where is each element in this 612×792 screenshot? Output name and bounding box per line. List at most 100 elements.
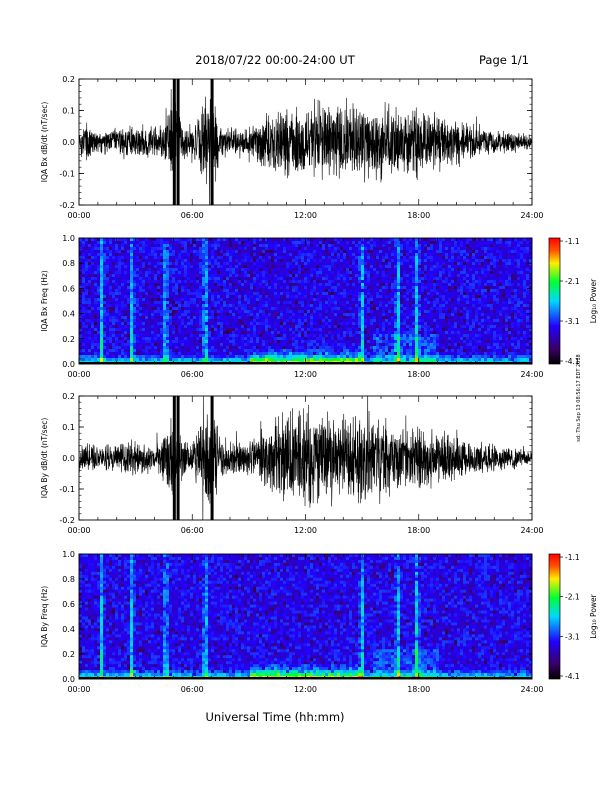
spectrogram-cell <box>271 331 275 335</box>
spectrogram-cell <box>340 319 344 323</box>
spectrogram-cell <box>112 286 116 290</box>
spectrogram-cell <box>178 262 182 266</box>
spectrogram-cell <box>223 298 227 302</box>
spectrogram-cell <box>304 292 308 296</box>
spectrogram-cell <box>286 325 290 329</box>
spectrogram-cell <box>118 280 122 284</box>
spectrogram-cell <box>223 271 227 275</box>
spectrogram-cell <box>403 268 407 272</box>
spectrogram-cell <box>157 253 161 257</box>
spectrogram-cell <box>100 346 104 350</box>
spectrogram-cell <box>337 277 341 281</box>
spectrogram-cell <box>409 274 413 278</box>
spectrogram-cell <box>235 343 239 347</box>
spectrogram-cell <box>247 343 251 347</box>
spectrogram-cell <box>160 298 164 302</box>
spectrogram-cell <box>301 343 305 347</box>
spectrogram-cell <box>196 322 200 326</box>
spectrogram-cell <box>217 310 221 314</box>
spectrogram-cell <box>256 271 260 275</box>
spectrogram-cell <box>157 256 161 260</box>
spectrogram-cell <box>127 238 131 242</box>
spectrogram-cell <box>208 277 212 281</box>
spectrogram-cell <box>316 277 320 281</box>
spectrogram-cell <box>181 310 185 314</box>
spectrogram-cell <box>184 334 188 338</box>
spectrogram-cell <box>412 325 416 329</box>
spectrogram-cell <box>322 265 326 269</box>
spectrogram-cell <box>157 283 161 287</box>
spectrogram-cell <box>298 355 302 359</box>
spectrogram-cell <box>277 310 281 314</box>
spectrogram-cell <box>379 301 383 305</box>
spectrogram-cell <box>331 319 335 323</box>
spectrogram-cell <box>373 298 377 302</box>
spectrogram-cell <box>199 286 203 290</box>
spectrogram-cell <box>88 340 92 344</box>
spectrogram-cell <box>268 319 272 323</box>
spectrogram-cell <box>412 313 416 317</box>
spectrogram-cell <box>196 358 200 362</box>
spectrogram-cell <box>418 325 422 329</box>
spectrogram-cell <box>187 298 191 302</box>
spectrogram-cell <box>169 343 173 347</box>
spectrogram-cell <box>172 310 176 314</box>
spectrogram-cell <box>337 343 341 347</box>
spectrogram-cell <box>340 292 344 296</box>
spectrogram-cell <box>142 322 146 326</box>
spectrogram-cell <box>223 238 227 242</box>
spectrogram-cell <box>256 247 260 251</box>
spectrogram-cell <box>208 325 212 329</box>
spectrogram-cell <box>160 280 164 284</box>
spectrogram-cell <box>268 313 272 317</box>
spectrogram-cell <box>367 343 371 347</box>
spectrogram-cell <box>262 358 266 362</box>
spectrogram-cell <box>136 256 140 260</box>
spectrogram-cell <box>286 277 290 281</box>
spectrogram-cell <box>301 319 305 323</box>
spectrogram-cell <box>133 346 137 350</box>
spectrogram-cell <box>427 238 431 242</box>
spectrogram-cell <box>289 283 293 287</box>
spectrogram-cell <box>229 253 233 257</box>
spectrogram-cell <box>346 241 350 245</box>
spectrogram-cell <box>289 241 293 245</box>
spectrogram-cell <box>391 352 395 356</box>
spectrogram-cell <box>163 331 167 335</box>
spectrogram-cell <box>268 343 272 347</box>
spectrogram-cell <box>109 337 113 341</box>
spectrogram-cell <box>163 340 167 344</box>
spectrogram-cell <box>148 355 152 359</box>
spectrogram-cell <box>373 319 377 323</box>
spectrogram-cell <box>133 247 137 251</box>
spectrogram-cell <box>148 277 152 281</box>
spectrogram-cell <box>409 244 413 248</box>
spectrogram-cell <box>292 238 296 242</box>
spectrogram-cell <box>385 358 389 362</box>
spectrogram-cell <box>142 259 146 263</box>
spectrogram-cell <box>229 310 233 314</box>
spectrogram-cell <box>394 325 398 329</box>
spectrogram-cell <box>265 358 269 362</box>
spectrogram-cell <box>172 301 176 305</box>
spectrogram-cell <box>115 328 119 332</box>
spectrogram-cell <box>355 289 359 293</box>
spectrogram-cell <box>358 247 362 251</box>
spectrogram-cell <box>226 331 230 335</box>
spectrogram-cell <box>391 337 395 341</box>
spectrogram-cell <box>247 313 251 317</box>
spectrogram-cell <box>370 286 374 290</box>
spectrogram-cell <box>286 358 290 362</box>
spectrogram-cell <box>157 319 161 323</box>
spectrogram-cell <box>157 328 161 332</box>
spectrogram-cell <box>259 286 263 290</box>
spectrogram-cell <box>292 268 296 272</box>
spectrogram-cell <box>358 280 362 284</box>
spectrogram-cell <box>370 349 374 353</box>
spectrogram-cell <box>232 250 236 254</box>
spectrogram-cell <box>103 253 107 257</box>
spectrogram-cell <box>256 325 260 329</box>
spectrogram-cell <box>394 274 398 278</box>
spectrogram-cell <box>79 349 83 353</box>
spectrogram-cell <box>358 244 362 248</box>
